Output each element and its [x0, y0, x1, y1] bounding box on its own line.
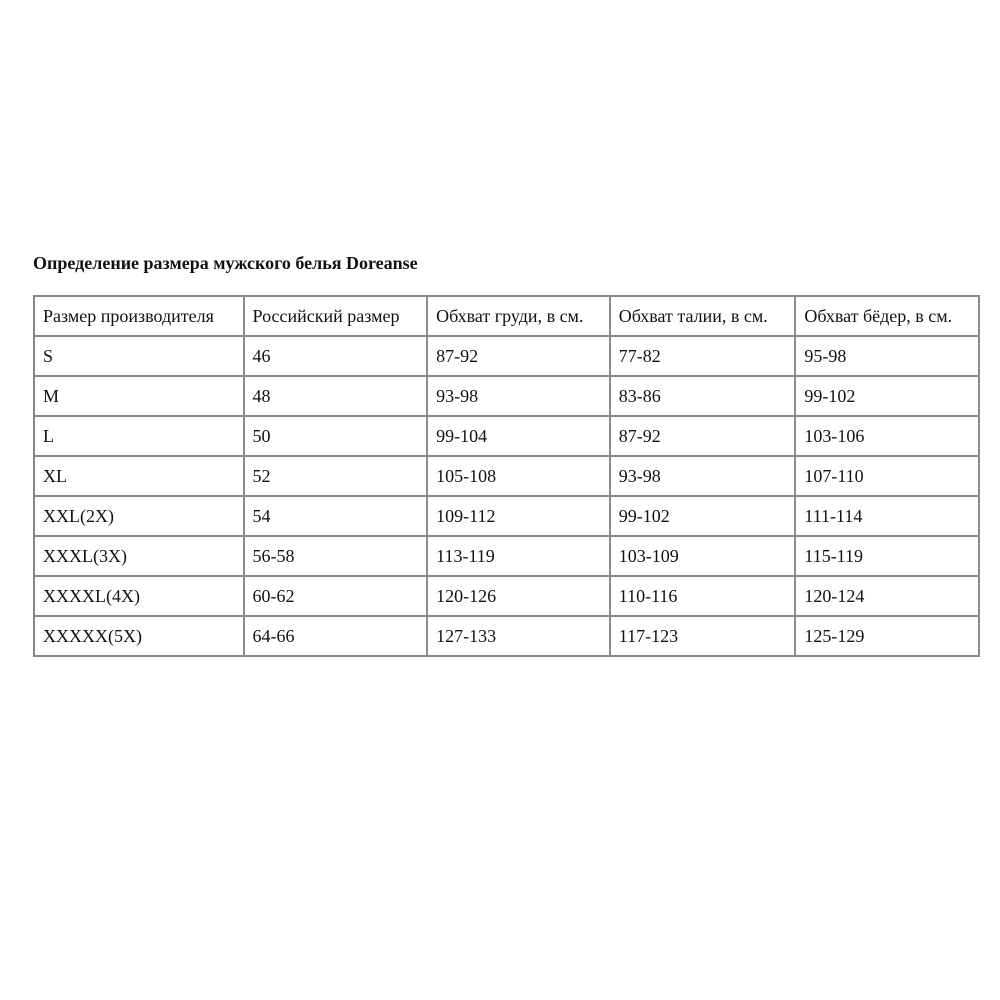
table-cell: M	[33, 375, 245, 417]
table-cell: XL	[33, 455, 245, 497]
table-cell: 93-98	[426, 375, 611, 417]
table-cell: 54	[242, 495, 429, 537]
size-table: Размер производителя Российский размер Обх…	[33, 295, 980, 657]
table-cell: 48	[242, 375, 429, 417]
table-cell: 99-102	[794, 375, 980, 417]
table-row: XXXXL(4X) 60-62 120-126 110-116 120-124	[33, 575, 980, 617]
table-cell: 50	[242, 415, 429, 457]
table-row: M 48 93-98 83-86 99-102	[33, 375, 980, 417]
table-cell: 105-108	[426, 455, 611, 497]
table-cell: 103-109	[608, 535, 797, 577]
table-row: L 50 99-104 87-92 103-106	[33, 415, 980, 457]
table-cell: 99-104	[426, 415, 611, 457]
table-cell: 46	[242, 335, 429, 377]
table-cell: 110-116	[608, 575, 797, 617]
header-cell: Обхват груди, в см.	[426, 295, 611, 337]
table-cell: XXXXX(5X)	[33, 615, 245, 657]
page-title: Определение размера мужского белья Dorea…	[33, 253, 418, 273]
table-cell: 60-62	[242, 575, 429, 617]
table-cell: 115-119	[794, 535, 980, 577]
table-cell: 93-98	[608, 455, 797, 497]
header-cell: Обхват талии, в см.	[608, 295, 797, 337]
table-row: XL 52 105-108 93-98 107-110	[33, 455, 980, 497]
table-cell: L	[33, 415, 245, 457]
table-cell: 113-119	[426, 535, 611, 577]
table-cell: 103-106	[794, 415, 980, 457]
table-cell: 107-110	[794, 455, 980, 497]
table-cell: 87-92	[426, 335, 611, 377]
table-cell: XXXL(3X)	[33, 535, 245, 577]
table-cell: 125-129	[794, 615, 980, 657]
header-row: Размер производителя Российский размер Обх…	[33, 295, 980, 337]
table-cell: 99-102	[608, 495, 797, 537]
table-cell: 120-126	[426, 575, 611, 617]
table-cell: S	[33, 335, 245, 377]
table-cell: 109-112	[426, 495, 611, 537]
table-cell: 111-114	[794, 495, 980, 537]
table-cell: 83-86	[608, 375, 797, 417]
table-cell: 117-123	[608, 615, 797, 657]
table-row: S 46 87-92 77-82 95-98	[33, 335, 980, 377]
table-cell: XXXXL(4X)	[33, 575, 245, 617]
table-row: XXL(2X) 54 109-112 99-102 111-114	[33, 495, 980, 537]
table-cell: 127-133	[426, 615, 611, 657]
table-cell: 120-124	[794, 575, 980, 617]
table-cell: XXL(2X)	[33, 495, 245, 537]
table-cell: 95-98	[794, 335, 980, 377]
header-cell: Обхват бёдер, в см.	[794, 295, 980, 337]
table-cell: 87-92	[608, 415, 797, 457]
table-row: XXXL(3X) 56-58 113-119 103-109 115-119	[33, 535, 980, 577]
table-cell: 56-58	[242, 535, 429, 577]
header-cell: Российский размер	[242, 295, 429, 337]
table-cell: 64-66	[242, 615, 429, 657]
header-cell: Размер производителя	[33, 295, 245, 337]
table-row: XXXXX(5X) 64-66 127-133 117-123 125-129	[33, 615, 980, 657]
table-cell: 52	[242, 455, 429, 497]
table-cell: 77-82	[608, 335, 797, 377]
